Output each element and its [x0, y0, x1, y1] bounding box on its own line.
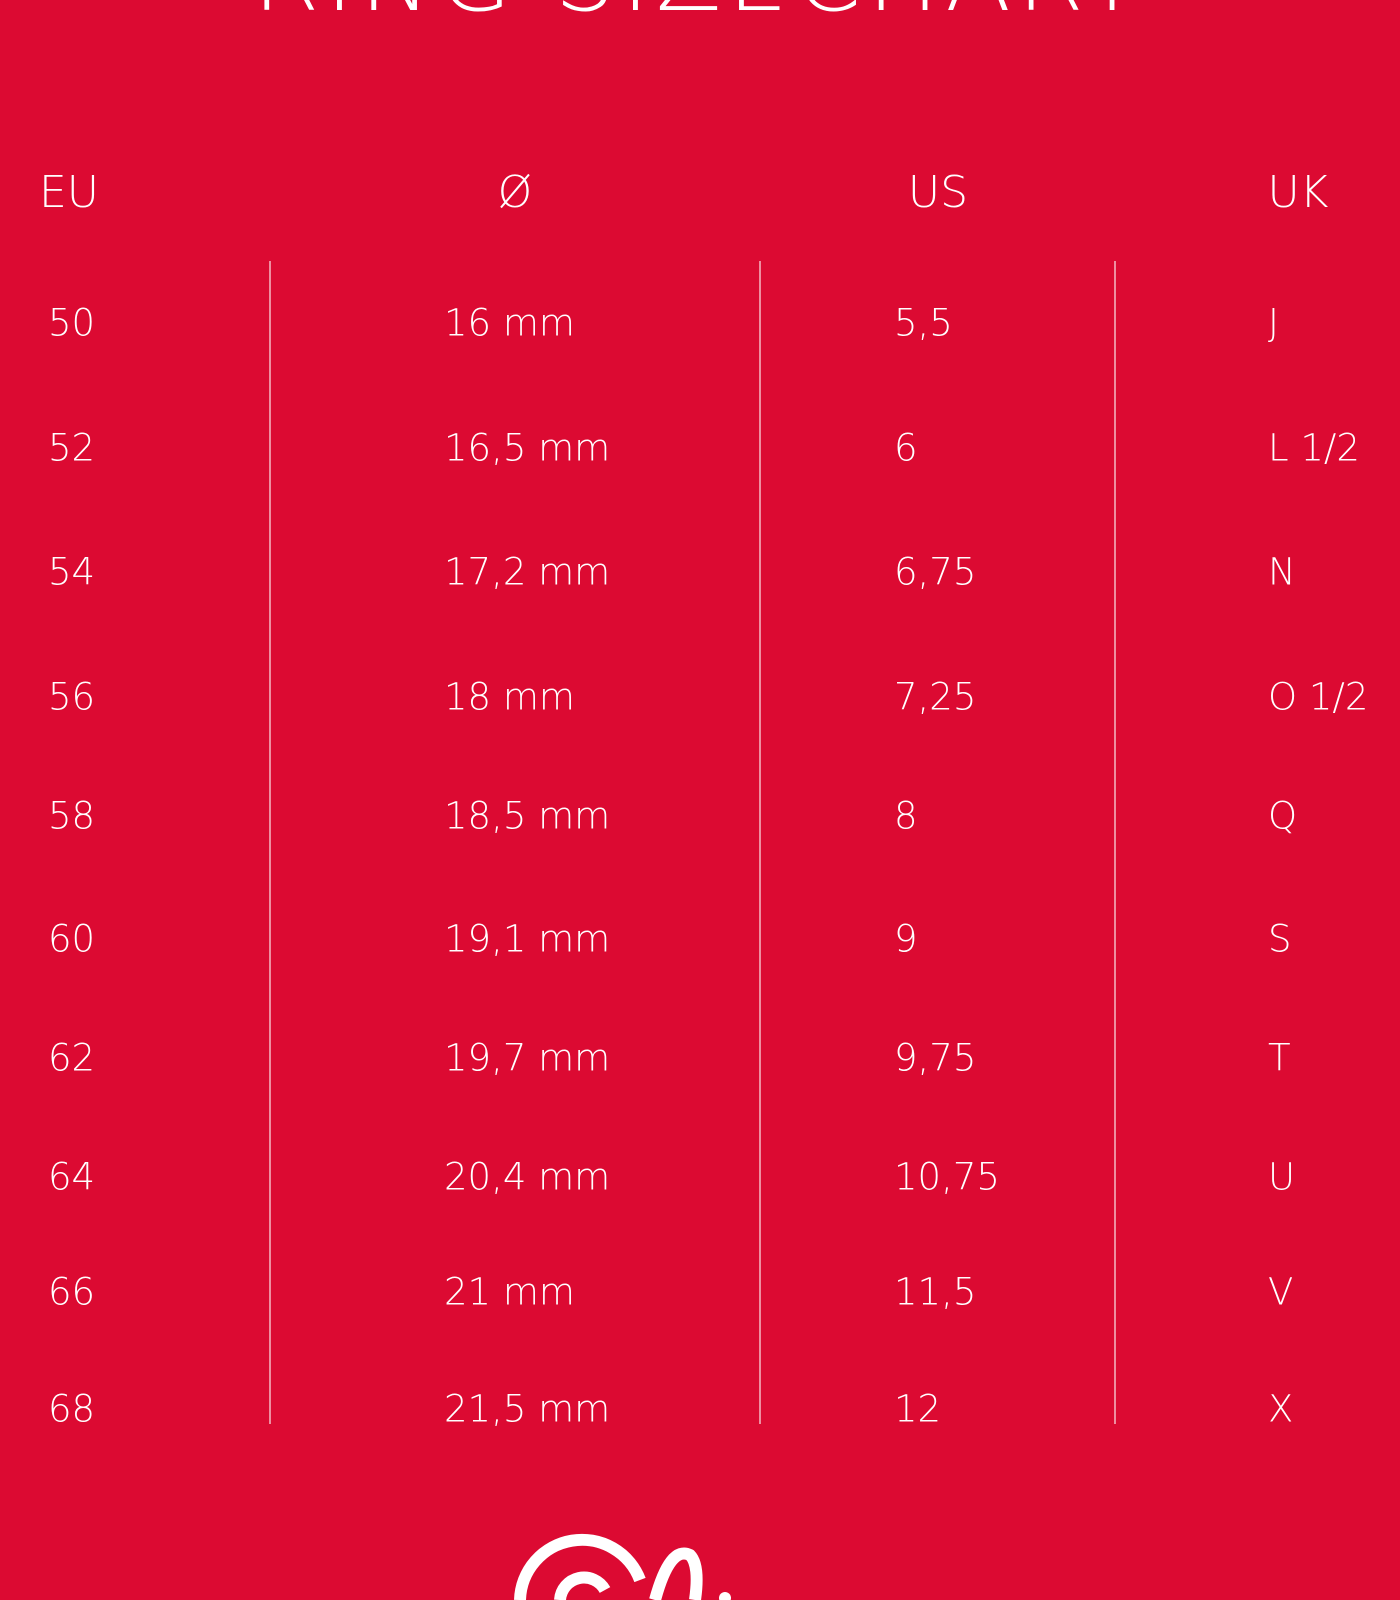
table-cell: 6 — [894, 427, 918, 470]
table-cell: T — [1268, 1037, 1291, 1080]
table-cell: 9,75 — [894, 1037, 976, 1080]
logo-arc — [554, 1571, 611, 1600]
logo-arc — [514, 1533, 646, 1600]
table-cell: V — [1268, 1271, 1293, 1314]
column-header: UK — [1267, 167, 1328, 218]
table-cell: 9 — [894, 918, 918, 961]
table-cell: 16 mm — [444, 302, 575, 345]
table-cell: U — [1268, 1156, 1295, 1199]
table-cell: 17,2 mm — [444, 551, 610, 594]
table-cell: 19,1 mm — [444, 918, 610, 961]
table-cell: Q — [1268, 795, 1297, 838]
table-cell: 52 — [48, 427, 95, 470]
logo — [514, 1533, 731, 1600]
table-cell: 21 mm — [444, 1271, 575, 1314]
table-cell: X — [1268, 1388, 1293, 1431]
table-cell: 50 — [48, 302, 95, 345]
table-cell: 6,75 — [894, 551, 976, 594]
table-cell: 10,75 — [894, 1156, 1000, 1199]
table-cell: 18 mm — [444, 676, 575, 719]
table-cell: 21,5 mm — [444, 1388, 610, 1431]
table-cell: 20,4 mm — [444, 1156, 610, 1199]
column-header: Ø — [498, 167, 533, 218]
column-header: EU — [39, 167, 99, 218]
table-cell: 54 — [48, 551, 95, 594]
column-header: US — [908, 167, 968, 218]
table-cell: S — [1268, 918, 1292, 961]
table-cell: 12 — [894, 1388, 941, 1431]
table-cell: 58 — [48, 795, 95, 838]
table-cell: 66 — [48, 1271, 95, 1314]
title: RING SIZECHART — [253, 0, 1148, 33]
table-cell: 7,25 — [894, 676, 976, 719]
table-cell: 8 — [894, 795, 918, 838]
table-cell: 18,5 mm — [444, 795, 610, 838]
table-cell: N — [1268, 551, 1296, 594]
table-cell: 16,5 mm — [444, 427, 610, 470]
table-cell: J — [1268, 302, 1279, 345]
logo-dot — [719, 1592, 731, 1600]
table-cell: 11,5 — [894, 1271, 976, 1314]
table-cell: 60 — [48, 918, 95, 961]
table-cell: 68 — [48, 1388, 95, 1431]
table-cell: 64 — [48, 1156, 95, 1199]
table-cell: 19,7 mm — [444, 1037, 610, 1080]
table-cell: O 1/2 — [1268, 676, 1368, 719]
table-cell: 62 — [48, 1037, 95, 1080]
table-cell: L 1/2 — [1268, 427, 1360, 470]
table-cell: 5,5 — [894, 302, 953, 345]
logo-arc — [649, 1547, 703, 1600]
table-cell: 56 — [48, 676, 95, 719]
